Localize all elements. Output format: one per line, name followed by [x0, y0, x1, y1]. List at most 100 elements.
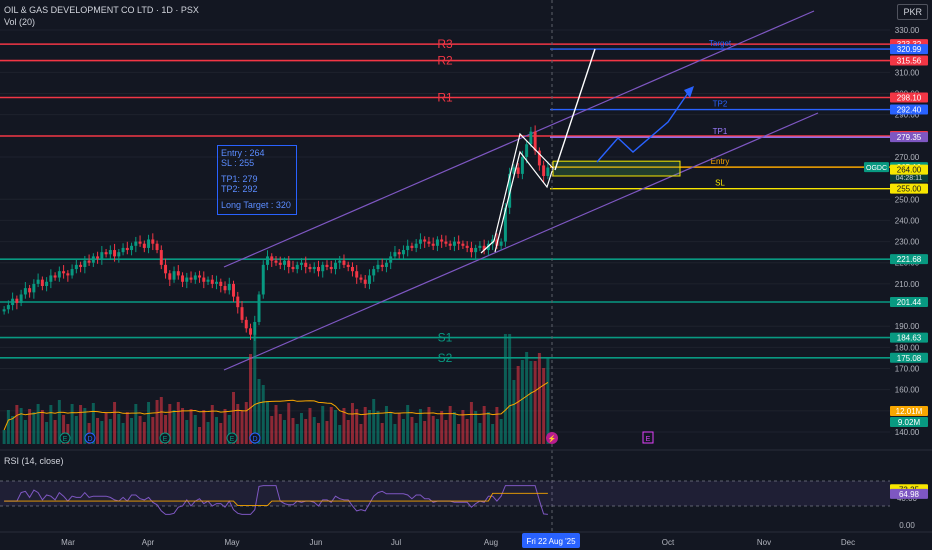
volume-bar: [418, 409, 422, 444]
candle: [410, 245, 414, 248]
volume-bar: [457, 424, 461, 444]
candle: [304, 262, 308, 267]
entry-note: Entry : 264: [221, 148, 265, 158]
volume-bar: [198, 427, 202, 444]
candle: [380, 264, 384, 267]
candle: [15, 298, 19, 303]
target-projection-line: [554, 48, 596, 171]
countdown-tag: [890, 172, 928, 183]
price-tag: [890, 92, 928, 103]
currency-badge[interactable]: PKR: [897, 4, 928, 20]
event-marker: [226, 432, 238, 444]
countdown-label: 04:28:11: [896, 175, 923, 182]
volume-bar: [359, 424, 363, 444]
volume-bar: [537, 353, 541, 444]
volume-bar: [283, 420, 286, 444]
rsi-ma-line: [4, 492, 548, 507]
candle: [232, 283, 236, 297]
volume-tag: [890, 417, 928, 427]
x-axis-tick-label: Aug: [484, 538, 498, 547]
volume-bar: [45, 422, 49, 444]
volume-bar: [70, 404, 74, 444]
x-axis-tick-label: Dec: [841, 538, 855, 547]
candle: [329, 266, 333, 270]
candle: [6, 305, 10, 310]
candle: [223, 286, 227, 291]
candle: [164, 264, 168, 274]
candle: [274, 260, 278, 263]
volume-bar: [384, 406, 388, 444]
cursor-date-label: Fri 22 Aug '25: [526, 537, 576, 546]
volume-bar: [151, 417, 155, 444]
volume-bar: [274, 405, 278, 444]
candle: [291, 266, 295, 270]
candle: [520, 156, 524, 174]
volume-bar: [91, 403, 95, 444]
event-marker: [249, 432, 261, 444]
candle: [53, 275, 57, 278]
volume-bar: [40, 410, 44, 444]
volume-indicator-label[interactable]: Vol (20): [4, 17, 36, 27]
price-tick-label: 330.00: [895, 26, 920, 35]
price-tag-label: 221.68: [897, 255, 922, 264]
volume-bar: [2, 430, 6, 444]
candle: [508, 173, 512, 208]
volume-bar: [465, 419, 469, 444]
volume-bar: [164, 415, 168, 444]
candle: [28, 288, 32, 293]
volume-bar: [159, 397, 163, 444]
x-axis-tick-label: Nov: [757, 538, 771, 547]
candle: [45, 281, 49, 287]
trade-level-label: SL: [715, 179, 725, 188]
volume-bar: [278, 414, 282, 444]
candle: [529, 131, 533, 145]
volume-bar: [11, 416, 15, 444]
candle: [503, 207, 507, 242]
candle: [342, 260, 346, 265]
candle: [2, 309, 6, 312]
channel-lower-line: [223, 112, 819, 371]
volume-bar: [329, 407, 333, 444]
price-tag: [890, 104, 928, 115]
price-tag: [890, 183, 928, 194]
candle: [11, 298, 15, 306]
candle: [176, 271, 180, 276]
candle: [525, 144, 529, 157]
candle: [57, 271, 61, 278]
volume-bar: [397, 413, 401, 444]
candle: [117, 252, 121, 257]
volume-bar: [57, 400, 61, 444]
volume-bar: [193, 415, 197, 444]
candle: [142, 243, 146, 248]
level-label: R3: [437, 37, 453, 51]
candle: [49, 275, 53, 282]
volume-bar: [312, 417, 316, 444]
trade-plan-note[interactable]: Entry : 264 SL : 255 TP1: 279 TP2: 292 L…: [217, 145, 297, 215]
volume-bar: [380, 423, 384, 444]
volume-bar: [372, 399, 376, 444]
volume-bar: [367, 410, 371, 444]
candle: [389, 256, 393, 263]
volume-bar: [355, 409, 359, 444]
candle: [147, 239, 151, 248]
candle: [418, 239, 422, 244]
candle: [546, 167, 550, 176]
volume-bar: [266, 401, 269, 444]
candle: [338, 260, 342, 263]
candle: [533, 131, 537, 151]
candle: [266, 256, 269, 265]
candle: [151, 239, 155, 244]
candle: [516, 167, 520, 174]
cursor-date-tag: [522, 533, 580, 548]
rsi-indicator-label[interactable]: RSI (14, close): [4, 456, 64, 466]
price-tick-label: 270.00: [895, 153, 920, 162]
volume-bar: [376, 411, 380, 444]
volume-bar: [482, 406, 486, 444]
volume-bar: [491, 424, 495, 444]
volume-bar: [28, 409, 32, 444]
candle: [23, 288, 27, 295]
candle: [189, 277, 193, 280]
event-marker-label: E: [230, 436, 235, 443]
x-axis-tick-label: Jul: [391, 538, 401, 547]
